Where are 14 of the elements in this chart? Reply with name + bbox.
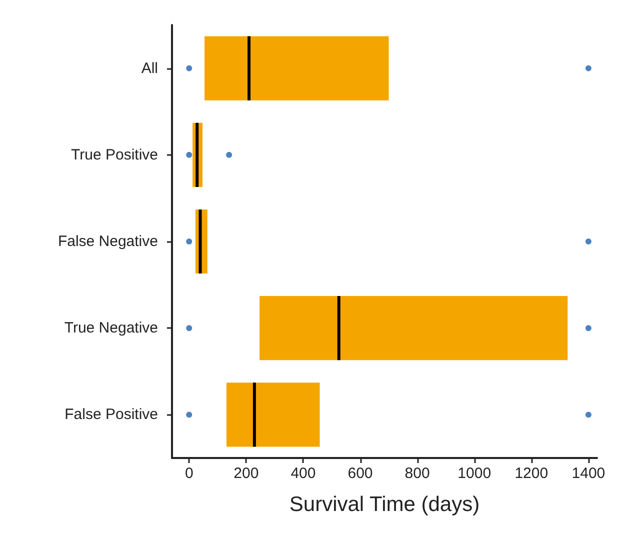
x-axis-title: Survival Time (days)	[289, 493, 480, 516]
x-tick-label: 0	[184, 465, 194, 482]
y-tick-label: True Positive	[71, 146, 158, 164]
x-tick-label: 1200	[514, 465, 548, 482]
x-tick-label: 1400	[572, 465, 606, 482]
x-tick-label: 200	[234, 465, 259, 482]
x-tick-label: 800	[404, 465, 430, 482]
x-tick-label: 1000	[458, 465, 492, 482]
y-tick-label: All	[141, 60, 158, 77]
y-tick-label: True Negative	[64, 320, 158, 337]
y-tick-label: False Positive	[64, 406, 158, 424]
x-tick-label: 600	[348, 465, 373, 482]
y-tick-label: False Negative	[58, 233, 158, 250]
x-tick-label: 400	[290, 465, 316, 482]
